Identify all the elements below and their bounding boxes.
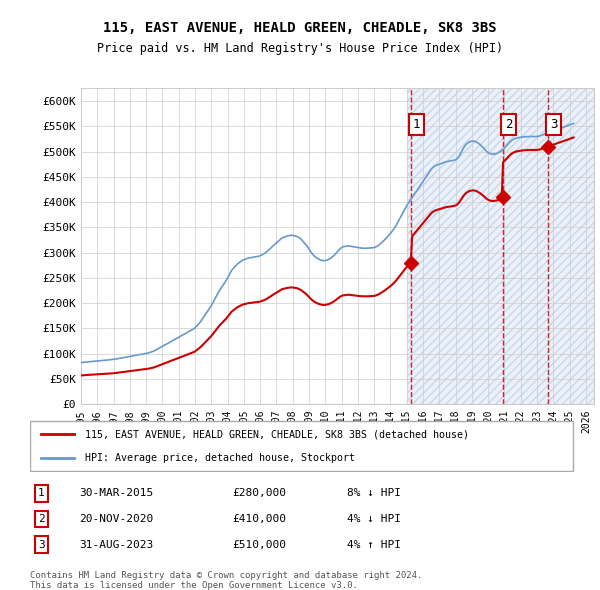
Text: 1: 1 bbox=[38, 489, 45, 498]
Text: £280,000: £280,000 bbox=[232, 489, 286, 498]
Text: £510,000: £510,000 bbox=[232, 540, 286, 549]
Text: 3: 3 bbox=[38, 540, 45, 549]
Text: 30-MAR-2015: 30-MAR-2015 bbox=[79, 489, 154, 498]
Text: 115, EAST AVENUE, HEALD GREEN, CHEADLE, SK8 3BS (detached house): 115, EAST AVENUE, HEALD GREEN, CHEADLE, … bbox=[85, 429, 469, 439]
Text: 20-NOV-2020: 20-NOV-2020 bbox=[79, 514, 154, 524]
Text: 2: 2 bbox=[505, 118, 512, 131]
Text: 1: 1 bbox=[413, 118, 420, 131]
FancyBboxPatch shape bbox=[30, 421, 573, 471]
Text: 3: 3 bbox=[550, 118, 557, 131]
Text: HPI: Average price, detached house, Stockport: HPI: Average price, detached house, Stoc… bbox=[85, 453, 355, 463]
Text: 4% ↓ HPI: 4% ↓ HPI bbox=[347, 514, 401, 524]
Text: 8% ↓ HPI: 8% ↓ HPI bbox=[347, 489, 401, 498]
Text: Price paid vs. HM Land Registry's House Price Index (HPI): Price paid vs. HM Land Registry's House … bbox=[97, 42, 503, 55]
Text: 4% ↑ HPI: 4% ↑ HPI bbox=[347, 540, 401, 549]
Text: 31-AUG-2023: 31-AUG-2023 bbox=[79, 540, 154, 549]
Text: 115, EAST AVENUE, HEALD GREEN, CHEADLE, SK8 3BS: 115, EAST AVENUE, HEALD GREEN, CHEADLE, … bbox=[103, 21, 497, 35]
Text: 2: 2 bbox=[38, 514, 45, 524]
Text: £410,000: £410,000 bbox=[232, 514, 286, 524]
Bar bbox=[407, 88, 594, 404]
Text: Contains HM Land Registry data © Crown copyright and database right 2024.
This d: Contains HM Land Registry data © Crown c… bbox=[30, 571, 422, 590]
Bar bbox=[407, 88, 594, 404]
